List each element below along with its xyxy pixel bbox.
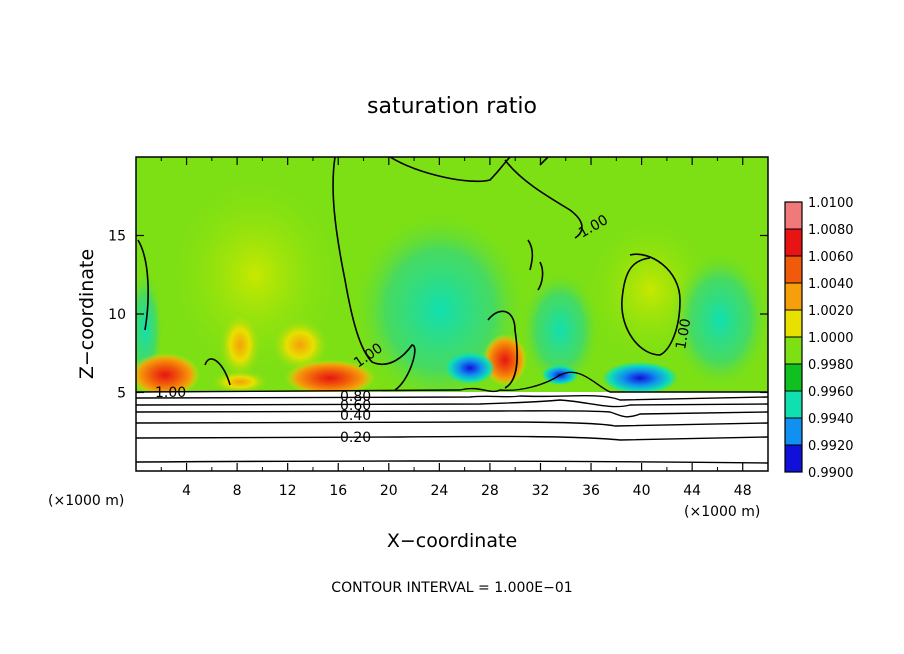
field-haze xyxy=(602,362,678,394)
y-tick-label: 5 xyxy=(117,386,126,402)
colorbar-swatch xyxy=(785,364,802,391)
colorbar-swatch xyxy=(785,310,802,337)
colorbar-label: 1.0100 xyxy=(808,196,854,211)
x-axis-label: X−coordinate xyxy=(387,530,517,552)
x-tick-label: 36 xyxy=(582,483,600,499)
field-haze xyxy=(285,360,375,396)
contour-interval-note: CONTOUR INTERVAL = 1.000E−01 xyxy=(331,580,572,596)
field-haze xyxy=(210,370,270,394)
x-tick-label: 32 xyxy=(532,483,550,499)
contour-label: 0.60 xyxy=(340,398,371,414)
x-unit-left: (×1000 m) xyxy=(48,493,124,509)
contour-label: 1.00 xyxy=(155,385,186,401)
field-haze xyxy=(520,270,600,390)
colorbar-label: 0.9980 xyxy=(808,358,854,373)
x-axis-ticks: 4 8 12 16 20 24 28 32 36 40 44 48 xyxy=(160,157,752,499)
contour-label: 1.00 xyxy=(673,317,694,350)
x-tick-label: 16 xyxy=(329,483,347,499)
colorbar-label: 0.9940 xyxy=(808,412,854,427)
field-haze xyxy=(445,352,495,384)
x-tick-label: 4 xyxy=(182,483,191,499)
field-haze xyxy=(670,250,768,390)
field-haze xyxy=(136,353,200,397)
field-haze xyxy=(270,317,330,373)
colorbar-swatch xyxy=(785,391,802,418)
x-tick-label: 12 xyxy=(279,483,297,499)
field-haze xyxy=(218,310,262,380)
plot-area xyxy=(136,157,768,471)
colorbar-swatch xyxy=(785,229,802,256)
colorbar-label: 1.0040 xyxy=(808,277,854,292)
colorbar-label: 1.0000 xyxy=(808,331,854,346)
x-unit-right: (×1000 m) xyxy=(684,504,760,520)
colorbar-label: 0.9960 xyxy=(808,385,854,400)
colorbar-swatch xyxy=(785,418,802,445)
x-tick-label: 8 xyxy=(233,483,242,499)
chart-title: saturation ratio xyxy=(367,94,537,119)
colorbar-swatch xyxy=(785,202,802,229)
colorbar-label: 0.9900 xyxy=(808,466,854,481)
x-tick-label: 28 xyxy=(481,483,499,499)
x-tick-label: 40 xyxy=(633,483,651,499)
colorbar: 1.0100 1.0080 1.0060 1.0040 1.0020 1.0000 0.99… xyxy=(784,196,854,481)
colorbar-swatch xyxy=(785,445,802,472)
colorbar-label: 1.0020 xyxy=(808,304,854,319)
contour-label: 0.80 xyxy=(340,389,371,405)
y-tick-label: 10 xyxy=(108,307,126,323)
colorbar-swatch xyxy=(785,283,802,310)
colorbar-label: 1.0060 xyxy=(808,250,854,265)
x-tick-label: 48 xyxy=(734,483,752,499)
x-tick-label: 44 xyxy=(683,483,701,499)
y-axis-ticks: 5 10 15 xyxy=(108,229,768,402)
colorbar-label: 0.9920 xyxy=(808,439,854,454)
colorbar-swatch xyxy=(785,256,802,283)
colorbar-swatch xyxy=(785,337,802,364)
contour-label: 0.20 xyxy=(340,430,371,446)
y-axis-label: Z−coordinate xyxy=(76,249,98,379)
contour-label: 0.40 xyxy=(340,408,371,424)
x-tick-label: 24 xyxy=(430,483,448,499)
y-tick-label: 15 xyxy=(108,229,126,245)
contours-1.00 xyxy=(137,157,681,391)
colorbar-label: 1.0080 xyxy=(808,223,854,238)
x-tick-label: 20 xyxy=(380,483,398,499)
contours-lower xyxy=(136,371,768,464)
